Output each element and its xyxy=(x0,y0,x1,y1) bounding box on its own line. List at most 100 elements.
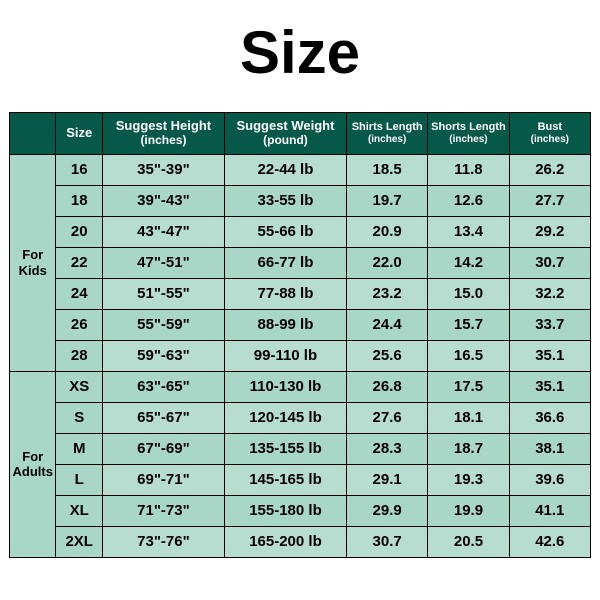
cell-weight: 22-44 lb xyxy=(224,154,346,185)
cell-bust: 42.6 xyxy=(509,526,590,557)
cell-height: 69"-71" xyxy=(102,464,224,495)
cell-short: 20.5 xyxy=(428,526,509,557)
cell-size: 26 xyxy=(56,309,102,340)
cell-shirt: 25.6 xyxy=(346,340,427,371)
cell-weight: 77-88 lb xyxy=(224,278,346,309)
table-row: ForKids1635"-39"22-44 lb18.511.826.2 xyxy=(10,154,591,185)
table-row: 2XL73"-76"165-200 lb30.720.542.6 xyxy=(10,526,591,557)
cell-short: 15.0 xyxy=(428,278,509,309)
cell-height: 51"-55" xyxy=(102,278,224,309)
cell-height: 73"-76" xyxy=(102,526,224,557)
table-row: 2043"-47"55-66 lb20.913.429.2 xyxy=(10,216,591,247)
page-title: Size xyxy=(0,0,600,87)
cell-bust: 36.6 xyxy=(509,402,590,433)
cell-bust: 29.2 xyxy=(509,216,590,247)
col-height: Suggest Height(inches) xyxy=(102,113,224,155)
cell-height: 59"-63" xyxy=(102,340,224,371)
cell-short: 17.5 xyxy=(428,371,509,402)
cell-height: 39"-43" xyxy=(102,185,224,216)
cell-bust: 35.1 xyxy=(509,340,590,371)
cell-bust: 26.2 xyxy=(509,154,590,185)
cell-height: 47"-51" xyxy=(102,247,224,278)
cell-bust: 32.2 xyxy=(509,278,590,309)
cell-weight: 33-55 lb xyxy=(224,185,346,216)
cell-size: 24 xyxy=(56,278,102,309)
cell-weight: 145-165 lb xyxy=(224,464,346,495)
table-row: ForAdultsXS63"-65"110-130 lb26.817.535.1 xyxy=(10,371,591,402)
table-row: 2247"-51"66-77 lb22.014.230.7 xyxy=(10,247,591,278)
cell-shirt: 24.4 xyxy=(346,309,427,340)
cell-short: 19.9 xyxy=(428,495,509,526)
cell-bust: 30.7 xyxy=(509,247,590,278)
cell-weight: 155-180 lb xyxy=(224,495,346,526)
cell-bust: 41.1 xyxy=(509,495,590,526)
cell-shirt: 30.7 xyxy=(346,526,427,557)
cell-shirt: 29.1 xyxy=(346,464,427,495)
cell-short: 16.5 xyxy=(428,340,509,371)
cell-weight: 110-130 lb xyxy=(224,371,346,402)
size-table-wrap: Size Suggest Height(inches) Suggest Weig… xyxy=(9,112,591,558)
group-label: ForAdults xyxy=(10,371,56,557)
table-row: M67"-69"135-155 lb28.318.738.1 xyxy=(10,433,591,464)
cell-shirt: 20.9 xyxy=(346,216,427,247)
cell-short: 11.8 xyxy=(428,154,509,185)
cell-weight: 135-155 lb xyxy=(224,433,346,464)
cell-height: 43"-47" xyxy=(102,216,224,247)
cell-weight: 120-145 lb xyxy=(224,402,346,433)
cell-size: 18 xyxy=(56,185,102,216)
table-row: L69"-71"145-165 lb29.119.339.6 xyxy=(10,464,591,495)
cell-size: L xyxy=(56,464,102,495)
cell-bust: 35.1 xyxy=(509,371,590,402)
cell-short: 18.7 xyxy=(428,433,509,464)
cell-short: 15.7 xyxy=(428,309,509,340)
table-row: 1839"-43"33-55 lb19.712.627.7 xyxy=(10,185,591,216)
cell-height: 71"-73" xyxy=(102,495,224,526)
cell-shirt: 28.3 xyxy=(346,433,427,464)
table-row: S65"-67"120-145 lb27.618.136.6 xyxy=(10,402,591,433)
cell-bust: 39.6 xyxy=(509,464,590,495)
table-row: 2451"-55"77-88 lb23.215.032.2 xyxy=(10,278,591,309)
cell-short: 19.3 xyxy=(428,464,509,495)
cell-shirt: 27.6 xyxy=(346,402,427,433)
col-bust: Bust(inches) xyxy=(509,113,590,155)
cell-height: 67"-69" xyxy=(102,433,224,464)
cell-bust: 38.1 xyxy=(509,433,590,464)
cell-size: XS xyxy=(56,371,102,402)
cell-shirt: 29.9 xyxy=(346,495,427,526)
table-row: 2655"-59"88-99 lb24.415.733.7 xyxy=(10,309,591,340)
cell-short: 14.2 xyxy=(428,247,509,278)
cell-shirt: 22.0 xyxy=(346,247,427,278)
cell-shirt: 26.8 xyxy=(346,371,427,402)
cell-weight: 88-99 lb xyxy=(224,309,346,340)
cell-shirt: 23.2 xyxy=(346,278,427,309)
cell-weight: 165-200 lb xyxy=(224,526,346,557)
cell-bust: 27.7 xyxy=(509,185,590,216)
cell-size: S xyxy=(56,402,102,433)
cell-short: 13.4 xyxy=(428,216,509,247)
group-label: ForKids xyxy=(10,154,56,371)
col-group xyxy=(10,113,56,155)
cell-weight: 55-66 lb xyxy=(224,216,346,247)
cell-height: 63"-65" xyxy=(102,371,224,402)
size-table: Size Suggest Height(inches) Suggest Weig… xyxy=(9,112,591,558)
cell-size: 16 xyxy=(56,154,102,185)
table-row: XL71"-73"155-180 lb29.919.941.1 xyxy=(10,495,591,526)
cell-weight: 99-110 lb xyxy=(224,340,346,371)
cell-height: 55"-59" xyxy=(102,309,224,340)
cell-bust: 33.7 xyxy=(509,309,590,340)
cell-height: 35"-39" xyxy=(102,154,224,185)
table-header-row: Size Suggest Height(inches) Suggest Weig… xyxy=(10,113,591,155)
col-size: Size xyxy=(56,113,102,155)
cell-size: M xyxy=(56,433,102,464)
col-shirt: Shirts Length(inches) xyxy=(346,113,427,155)
cell-weight: 66-77 lb xyxy=(224,247,346,278)
cell-short: 12.6 xyxy=(428,185,509,216)
col-short: Shorts Length(inches) xyxy=(428,113,509,155)
table-row: 2859"-63"99-110 lb25.616.535.1 xyxy=(10,340,591,371)
cell-size: 28 xyxy=(56,340,102,371)
cell-shirt: 18.5 xyxy=(346,154,427,185)
cell-size: 22 xyxy=(56,247,102,278)
cell-shirt: 19.7 xyxy=(346,185,427,216)
cell-short: 18.1 xyxy=(428,402,509,433)
cell-size: XL xyxy=(56,495,102,526)
